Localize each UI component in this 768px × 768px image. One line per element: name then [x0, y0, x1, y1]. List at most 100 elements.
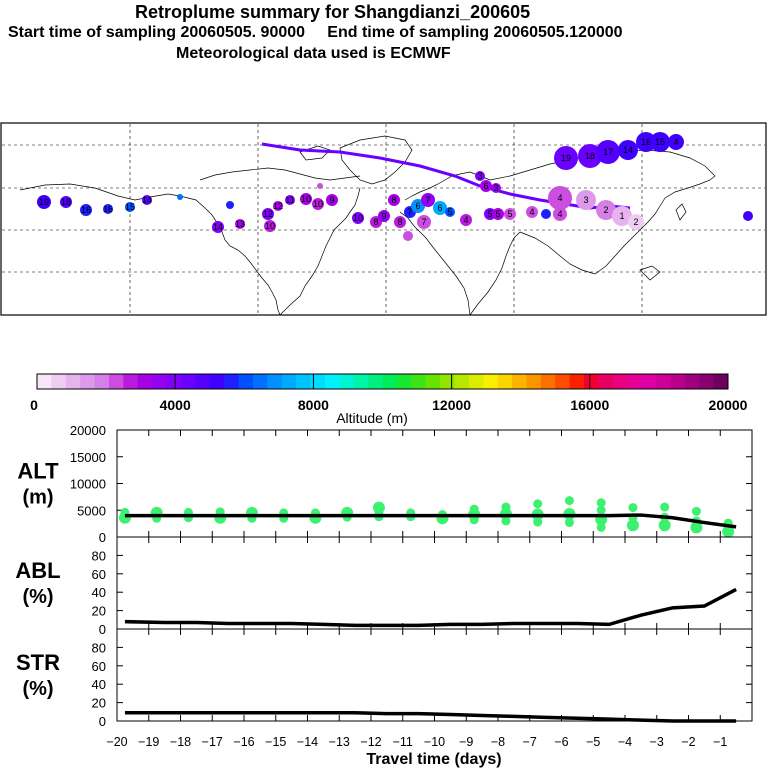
plume-marker-label: 13 [235, 219, 245, 229]
plume-marker [378, 210, 390, 222]
plume-marker-label: 3 [493, 183, 498, 193]
colorbar-cell [612, 374, 628, 389]
plume-marker [388, 194, 400, 206]
plume-marker-label: 14 [623, 145, 633, 155]
plume-marker [445, 207, 455, 217]
altitude-scatter-point [596, 498, 606, 508]
panel-ylabel-unit: (m) [22, 487, 53, 509]
plume-marker [317, 183, 323, 189]
coast-africa-east [469, 231, 521, 316]
y-tick-label: 20 [92, 696, 106, 711]
altitude-scatter-point [501, 502, 511, 512]
sampling-times: Start time of sampling 20060505. 90000 E… [8, 24, 768, 42]
y-tick-label: 10000 [70, 477, 106, 492]
x-tick-label: −14 [297, 735, 318, 749]
plume-marker [80, 204, 92, 216]
plume-marker-label: 19 [39, 197, 49, 207]
altitude-scatter-point [691, 506, 701, 516]
panel-frame [116, 536, 753, 630]
plume-marker-label: 6 [483, 181, 488, 191]
colorbar-cell [108, 374, 124, 389]
plume-marker-label: 15 [125, 202, 135, 212]
plume-marker [273, 201, 283, 211]
plume-marker-label: 16 [103, 204, 113, 214]
panel-series-line [124, 710, 737, 723]
y-tick-label: 60 [92, 659, 106, 674]
colorbar-ticks: 0 4000 8000 12000 16000 20000 [30, 374, 748, 413]
plume-marker-label: 4 [529, 207, 534, 217]
colorbar: 0 4000 8000 12000 16000 20000 Altitude (m) [30, 373, 748, 426]
x-tick-label: −18 [170, 735, 191, 749]
colorbar-cell [80, 374, 96, 389]
plume-marker-label: 10 [353, 213, 363, 223]
plume-marker-label: 5 [495, 209, 500, 219]
plume-marker-label: 6 [437, 203, 442, 213]
plume-marker-label: 1 [619, 211, 624, 221]
altitude-scatter-point [372, 501, 385, 514]
coast-islands [639, 265, 661, 281]
start-time-text: Start time of sampling 20060505. 90000 [8, 24, 306, 41]
colorbar-cell [94, 374, 110, 389]
x-tick-label: −4 [618, 735, 632, 749]
colorbar-tick-label: 0 [30, 397, 38, 413]
chart-title: Retroplume summary for Shangdianzi_20060… [135, 2, 531, 22]
plume-marker [578, 144, 602, 168]
x-tick-label: −2 [681, 735, 695, 749]
plume-marker [612, 206, 632, 226]
plume-marker [352, 212, 364, 224]
time-series-panels: 0 5000 10000 15000 20000 ALT (m) 0 20 40 60 80 ABL (%… [15, 423, 753, 768]
plume-marker-label: 5 [507, 209, 512, 219]
plume-marker-label: 16 [81, 205, 91, 215]
colorbar-label: Altitude (m) [336, 410, 408, 426]
plume-marker [650, 132, 670, 152]
colorbar-cell [37, 374, 52, 389]
colorbar-tick-label: 4000 [160, 397, 191, 413]
colorbar-cell [324, 374, 340, 389]
colorbar-cell [396, 374, 412, 389]
plume-marker-label: 4 [557, 209, 562, 219]
x-tick-label: −11 [393, 735, 413, 749]
y-tick-label: 0 [99, 622, 106, 637]
colorbar-cell [353, 374, 369, 389]
met-data-text: Meteorological data used is ECMWF [176, 45, 451, 62]
panel-ylabel-unit: (%) [22, 678, 53, 700]
y-tick-label: 5000 [77, 503, 106, 518]
altitude-scatter-point [533, 499, 543, 509]
colorbar-cell [713, 374, 729, 389]
plume-marker-label: 18 [61, 197, 71, 207]
colorbar-cell [425, 374, 441, 389]
plume-marker [596, 140, 620, 164]
altitude-scatter-point [564, 496, 574, 506]
plume-marker [37, 195, 51, 209]
plume-marker-label: 3 [477, 171, 482, 181]
plume-marker-label: 12 [263, 209, 273, 219]
y-tick-label: 15000 [70, 450, 106, 465]
plume-marker [226, 201, 234, 209]
plume-marker-label: 10 [265, 221, 275, 231]
y-tick-label: 20 [92, 604, 106, 619]
plume-marker-label: 6 [415, 201, 420, 211]
plume-marker-label: 9 [381, 211, 386, 221]
colorbar-cell [454, 374, 470, 389]
plume-marker [264, 220, 276, 232]
y-tick-label: 0 [99, 530, 106, 545]
plume-marker [548, 186, 572, 210]
plume-marker-label: 9 [329, 195, 334, 205]
colorbar-cell [339, 374, 355, 389]
colorbar-cell [670, 374, 686, 389]
plume-marker [526, 206, 538, 218]
x-tick-label: −10 [424, 735, 445, 749]
plume-marker [743, 211, 753, 221]
colorbar-cell [411, 374, 427, 389]
plume-marker [312, 198, 324, 210]
panel-series-line [124, 587, 737, 628]
colorbar-cell [123, 374, 139, 389]
altitude-scatter-point [660, 502, 670, 512]
y-tick-label: 80 [92, 548, 106, 563]
plume-marker [596, 200, 616, 220]
colorbar-tick-label: 8000 [298, 397, 329, 413]
coast-asia-east [664, 175, 716, 199]
plume-marker [553, 207, 567, 221]
plume-marker [262, 208, 274, 220]
